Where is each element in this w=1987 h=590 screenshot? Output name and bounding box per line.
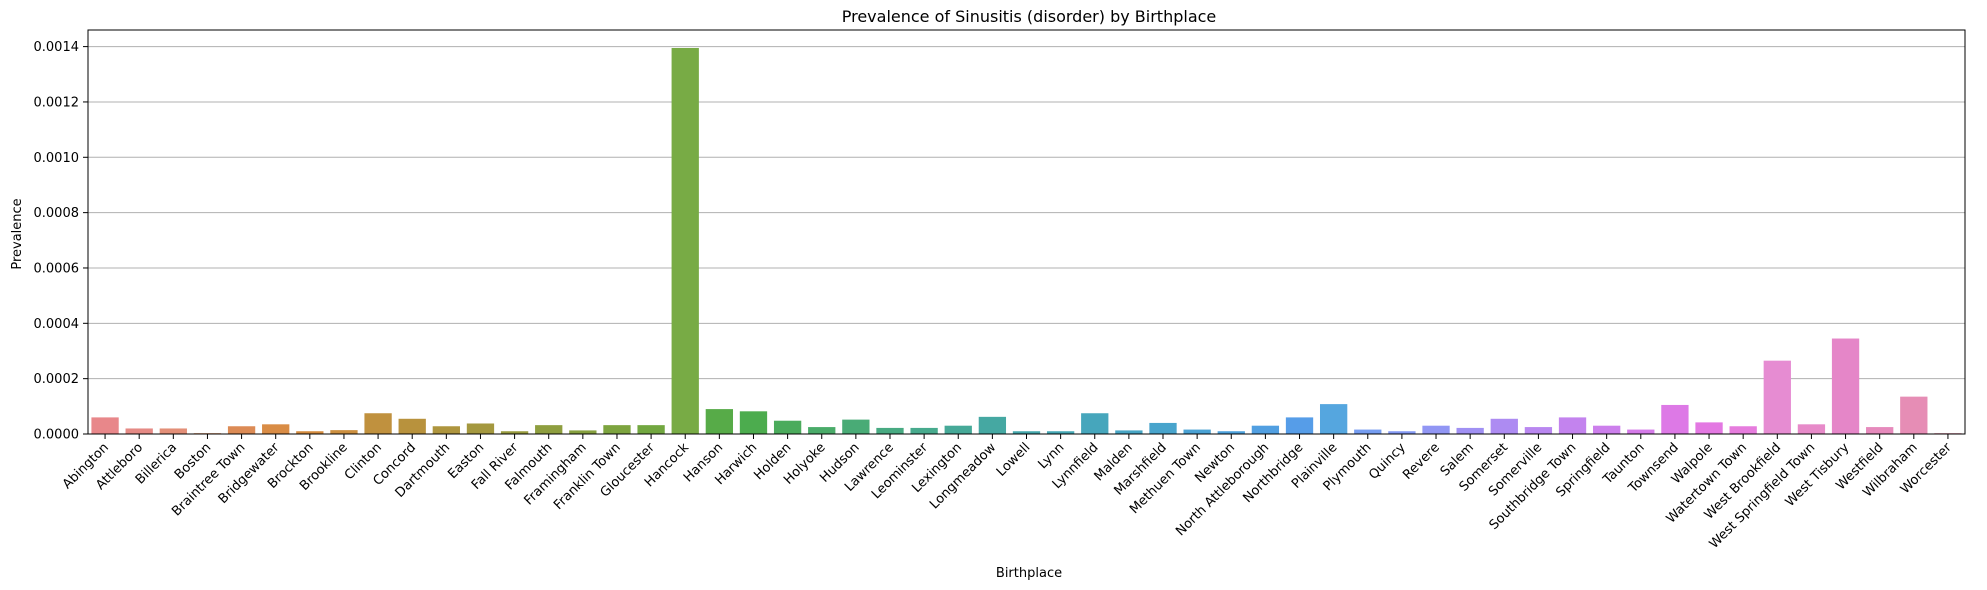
bar-quincy <box>1388 431 1416 434</box>
x-axis-title: Birthplace <box>996 566 1062 581</box>
bar-southbridge-town <box>1558 417 1587 434</box>
bar-brookline <box>330 430 358 434</box>
bar-hudson <box>842 419 870 434</box>
bar-walpole <box>1695 422 1723 434</box>
bar-attleboro <box>125 428 153 434</box>
bar-taunton <box>1627 429 1655 434</box>
bar-falmouth <box>535 425 563 434</box>
bar-west-springfield-town <box>1797 424 1826 434</box>
bar-abington <box>91 417 119 434</box>
y-tick-label: 0.0000 <box>34 428 80 443</box>
bar-harwich <box>739 411 768 434</box>
bar-clinton <box>364 413 392 434</box>
bar-revere <box>1422 425 1450 434</box>
bar-lexington <box>944 425 972 434</box>
bars <box>91 47 1962 435</box>
bar-bridgewater <box>262 424 290 434</box>
y-tick-label: 0.0008 <box>34 206 80 221</box>
bar-plymouth <box>1354 429 1382 434</box>
bar-lowell <box>1012 431 1041 434</box>
y-tick-label: 0.0010 <box>34 151 80 166</box>
bar-plainville <box>1319 404 1348 434</box>
bar-longmeadow <box>978 416 1007 434</box>
bar-wilbraham <box>1900 396 1928 434</box>
y-tick-label: 0.0014 <box>34 40 80 55</box>
y-axis-title: Prevalence <box>10 198 25 269</box>
bar-braintree-town <box>227 426 256 434</box>
bar-watertown-town <box>1729 426 1757 434</box>
bar-methuen-town <box>1183 429 1211 434</box>
bar-franklin-town <box>603 425 631 434</box>
bar-fall-river <box>500 431 529 434</box>
bar-newton <box>1217 431 1245 434</box>
bar-west-tisbury <box>1831 338 1860 434</box>
y-tick-label: 0.0012 <box>34 95 80 110</box>
bar-dartmouth <box>432 426 460 434</box>
chart-title: Prevalence of Sinusitis (disorder) by Bi… <box>842 7 1217 26</box>
bar-holyoke <box>808 427 836 434</box>
y-axis-ticks: 0.0000 0.0002 0.0004 0.0006 0.0008 0.0010 0.00… <box>34 40 88 443</box>
bar-lynnfield <box>1081 413 1109 434</box>
y-tick-label: 0.0002 <box>34 372 80 387</box>
bar-somerset <box>1490 418 1518 434</box>
bar-west-brookfield <box>1763 360 1791 434</box>
bar-salem <box>1456 427 1484 434</box>
bar-townsend <box>1661 404 1689 434</box>
bar-leominster <box>910 427 938 434</box>
bar-springfield <box>1593 425 1621 434</box>
y-tick-label: 0.0006 <box>34 261 80 276</box>
bar-holden <box>773 420 802 434</box>
bar-lynn <box>1046 431 1075 434</box>
bar-framingham <box>569 430 597 434</box>
bar-somerville <box>1524 427 1553 434</box>
bar-north-attleborough <box>1251 425 1280 434</box>
bar-malden <box>1115 430 1143 434</box>
bar-lawrence <box>876 427 904 434</box>
bar-hanson <box>705 409 734 434</box>
bar-brockton <box>296 431 324 434</box>
bar-concord <box>398 418 426 434</box>
bar-billerica <box>159 428 187 434</box>
bar-marshfield <box>1149 422 1177 434</box>
y-tick-label: 0.0004 <box>34 317 80 332</box>
bar-easton <box>466 423 495 434</box>
bar-northbridge <box>1285 417 1314 434</box>
bar-westfield <box>1866 427 1894 434</box>
bar-gloucester <box>637 425 665 434</box>
bar-hancock <box>671 47 699 435</box>
